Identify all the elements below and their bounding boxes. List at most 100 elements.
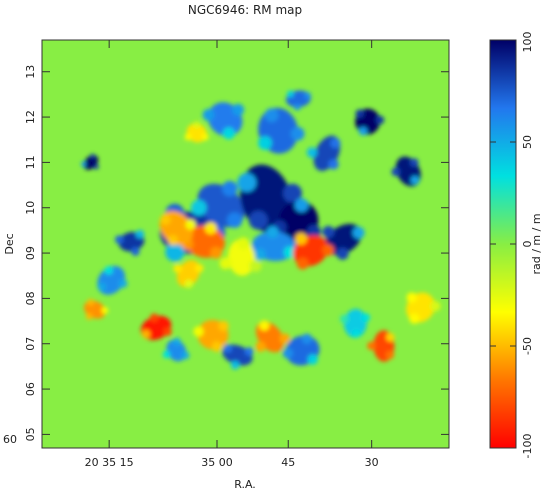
y-tick-label: 13 xyxy=(24,65,37,79)
rm-blob-speck xyxy=(222,180,238,197)
rm-blob-speck xyxy=(210,246,222,259)
rm-blob-speck xyxy=(294,198,309,213)
rm-blob-speck xyxy=(160,214,171,225)
colorbar: -100 -50 0 50 100 rad / m / m xyxy=(489,32,543,459)
rm-blob-speck xyxy=(306,147,318,158)
rm-blob-speck xyxy=(361,313,371,322)
chart-title: NGC6946: RM map xyxy=(188,3,302,17)
rm-blob-speck xyxy=(104,266,114,275)
rm-blobs xyxy=(81,90,441,370)
colorbar-tick-label: 50 xyxy=(521,135,534,149)
rm-blob-speck xyxy=(211,341,222,352)
rm-blob-speck xyxy=(287,90,294,98)
colorbar-tick-label: 100 xyxy=(521,32,534,53)
rm-blob-speck xyxy=(409,158,419,167)
rm-blob-speck xyxy=(181,351,190,360)
rm-blob-speck xyxy=(185,219,196,230)
y-axis-prefix: 60 xyxy=(3,433,17,446)
rm-blob-speck xyxy=(222,127,235,140)
rm-blob-speck xyxy=(232,103,245,116)
rm-blob-speck xyxy=(307,224,321,239)
rm-blob-speck xyxy=(279,333,290,344)
rm-blob-speck xyxy=(259,320,270,331)
rm-blob-speck xyxy=(131,247,140,256)
colorbar-tick-label: -50 xyxy=(521,337,534,355)
rm-blob-speck xyxy=(163,327,172,337)
rm-blob-speck xyxy=(194,263,204,273)
rm-blob xyxy=(176,260,201,287)
rm-blob-speck xyxy=(330,138,341,149)
y-tick-label: 09 xyxy=(24,246,37,260)
rm-blob-speck xyxy=(336,247,349,260)
rm-blob-speck xyxy=(244,347,254,356)
rm-blob-speck xyxy=(204,222,217,235)
rm-blob-speck xyxy=(290,126,305,141)
rm-blob-speck xyxy=(367,341,376,351)
y-tick-label: 08 xyxy=(24,291,37,305)
rm-blob-speck xyxy=(253,248,266,261)
plot-area xyxy=(41,39,450,449)
rm-blob-speck xyxy=(167,234,179,246)
rm-blob-speck xyxy=(149,313,159,323)
rm-blob xyxy=(227,239,255,276)
rm-blob xyxy=(343,308,367,338)
plot-frame xyxy=(41,39,450,449)
y-axis-label: Dec xyxy=(3,233,16,254)
rm-blob-speck xyxy=(87,298,95,306)
rm-blob-speck xyxy=(352,329,361,338)
y-tick-label: 10 xyxy=(24,201,37,215)
rm-blob-speck xyxy=(97,282,107,292)
colorbar-label: rad / m / m xyxy=(530,213,543,274)
rm-blob-speck xyxy=(264,108,279,123)
rm-blob-speck xyxy=(375,115,385,125)
y-tick-label: 11 xyxy=(24,155,37,169)
rm-blob-speck xyxy=(223,344,233,353)
rm-blob-speck xyxy=(141,329,151,339)
rm-blob-speck xyxy=(301,333,313,344)
rm-blob xyxy=(186,123,207,143)
y-tick-label: 05 xyxy=(24,427,37,441)
rm-blob-speck xyxy=(202,108,215,121)
rm-blob-speck xyxy=(386,333,395,342)
rm-blob-speck xyxy=(391,167,401,177)
rm-blob-speck xyxy=(85,313,93,320)
rm-blob-speck xyxy=(339,314,349,324)
rm-blob-speck xyxy=(226,212,243,228)
rm-blob-speck xyxy=(191,199,207,216)
rm-blob-speck xyxy=(409,313,420,324)
rm-blob xyxy=(166,339,187,362)
rm-blob-speck xyxy=(282,348,294,359)
rm-blob-speck xyxy=(358,126,368,136)
rm-blob-speck xyxy=(322,225,335,238)
rm-blob-speck xyxy=(101,307,109,314)
rm-blob-speck xyxy=(355,109,365,118)
x-axis-label: R.A. xyxy=(234,478,256,491)
y-tick-label: 07 xyxy=(24,337,37,351)
rm-blob-speck xyxy=(304,92,311,100)
rm-blob-speck xyxy=(135,229,145,239)
rm-blob-speck xyxy=(162,350,171,359)
rm-blob-speck xyxy=(237,237,250,250)
rm-blob-speck xyxy=(328,159,339,170)
colorbar-ticks: -100 -50 0 50 100 xyxy=(490,32,534,459)
x-tick-label: 20 35 15 xyxy=(85,456,134,469)
rm-blob-speck xyxy=(81,161,87,167)
rm-blob-speck xyxy=(385,350,395,360)
rm-blob-speck xyxy=(293,103,301,111)
rm-blob-speck xyxy=(230,360,240,370)
rm-blob-speck xyxy=(184,133,192,141)
colorbar-tick-label: 0 xyxy=(521,241,534,248)
rm-blob-speck xyxy=(352,226,365,239)
rm-blob-speck xyxy=(218,320,229,332)
rm-blob-speck xyxy=(219,257,232,270)
y-tick-label: 06 xyxy=(24,382,37,396)
colorbar-tick-label: -100 xyxy=(521,434,534,459)
rm-blob-speck xyxy=(193,326,204,337)
rm-blob-speck xyxy=(322,244,334,257)
rm-blob-speck xyxy=(93,164,99,170)
rm-blob-speck xyxy=(406,292,417,303)
rm-blob-speck xyxy=(283,246,296,259)
x-axis-ticks: 20 35 15 35 00 45 30 xyxy=(85,40,379,469)
rm-blob-speck xyxy=(115,235,124,244)
